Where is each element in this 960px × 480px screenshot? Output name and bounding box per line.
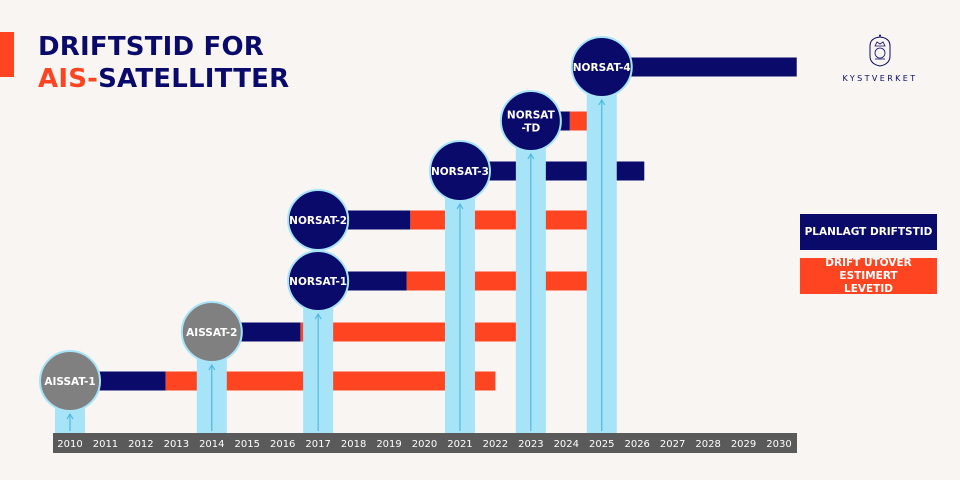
x-tick-label: 2028 [695,439,720,450]
satellite-marker [180,301,243,363]
satellite-label-line: -TD [521,123,540,135]
x-tick-label: 2023 [518,439,543,450]
title-highlight: AIS- [38,64,99,94]
x-axis-bar [53,433,797,453]
satellite-label-line: NORSAT-3 [431,166,489,178]
satellite-marker [570,36,633,98]
page-title: DRIFTSTID FOR AIS-SATELLITTER [38,31,289,95]
satellite-label: NORSAT-4 [573,62,631,74]
crest-icon [869,34,891,67]
x-tick-label: 2014 [199,439,224,450]
satellite-label-line: NORSAT [507,110,556,122]
satellite-label-line: NORSAT-2 [289,215,347,227]
launch-arrow-head [598,98,606,106]
x-tick-label: 2016 [270,439,295,450]
kystverket-logo: KYSTVERKET [840,34,920,83]
legend-planned-label: PLANLAGT DRIFTSTID [804,225,933,238]
x-tick-label: 2029 [731,439,756,450]
satellite-label: NORSAT-1 [289,276,347,288]
x-tick-label: 2011 [93,439,118,450]
x-tick-label: 2020 [412,439,437,450]
x-tick-label: 2012 [128,439,153,450]
title-accent-bar [0,32,14,77]
satellite-label: NORSAT-3 [431,166,489,178]
legend-extended-label: DRIFT UTOVER ESTIMERT LEVETID [825,256,912,295]
satellite-label-line: AISSAT-1 [44,376,95,388]
extended-bar [406,271,616,291]
legend-extended: DRIFT UTOVER ESTIMERT LEVETID [800,256,937,295]
x-tick-label: 2018 [341,439,366,450]
satellite-label-line: NORSAT-1 [289,276,347,288]
launch-arrow-head [314,312,322,320]
satellite-marker [499,90,562,152]
launch-arrow-head [456,202,464,210]
x-tick-label: 2017 [305,439,330,450]
legend-planned: PLANLAGT DRIFTSTID [800,214,937,250]
satellite-label: AISSAT-2 [186,327,237,339]
satellite-marker [287,189,350,251]
x-tick-label: 2025 [589,439,614,450]
logo-text: KYSTVERKET [842,74,918,83]
launch-arrow-head [527,152,535,160]
x-tick-label: 2022 [483,439,508,450]
satellite-label-line: AISSAT-2 [186,327,237,339]
launch-arrow-head [208,363,216,371]
x-tick-label: 2019 [376,439,401,450]
satellite-marker [428,140,491,202]
title-line-1: DRIFTSTID FOR [38,32,265,62]
x-tick-label: 2024 [554,439,579,450]
satellite-label-line: NORSAT-4 [573,62,631,74]
launch-arrow-head [66,412,74,420]
x-tick-label: 2015 [235,439,260,450]
x-tick-label: 2010 [57,439,82,450]
title-line-2: AIS-SATELLITTER [38,63,289,95]
x-tick-label: 2030 [766,439,791,450]
satellite-label: NORSAT -TD [507,110,556,135]
satellite-label: AISSAT-1 [44,376,95,388]
planned-bar [601,57,797,77]
satellite-label: NORSAT-2 [289,215,347,227]
x-tick-label: 2027 [660,439,685,450]
x-tick-label: 2026 [624,439,649,450]
extended-bar [410,210,616,230]
x-tick-label: 2021 [447,439,472,450]
title-rest: SATELLITTER [98,64,290,94]
satellite-marker [39,350,101,412]
x-tick-label: 2013 [164,439,189,450]
